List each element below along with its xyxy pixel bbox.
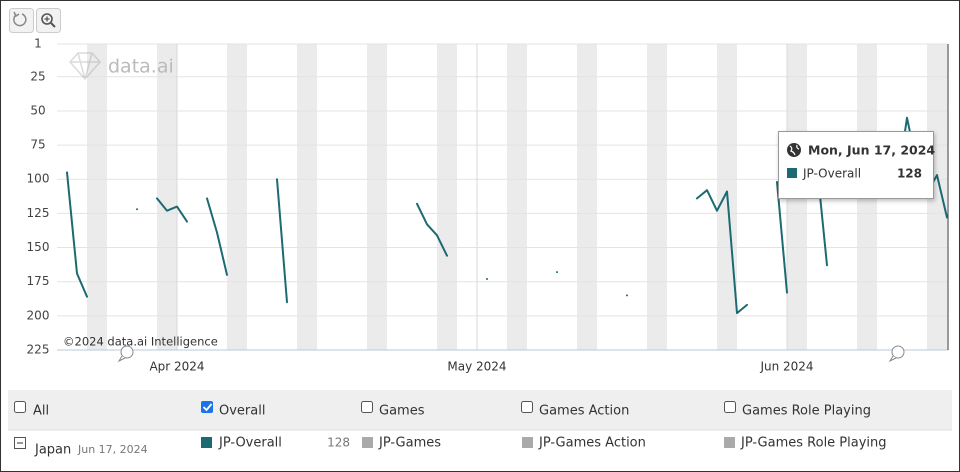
legend-series: JP-Games Action [538,436,646,451]
weekend-band [437,44,457,350]
tooltip-swatch [787,168,797,178]
weekend-band [577,44,597,350]
y-tick-label: 75 [30,138,45,152]
collapse-button[interactable] [14,437,26,449]
y-tick-label: 50 [30,103,45,117]
legend-swatch [201,437,212,448]
filter-checkbox[interactable]: Games Action [521,401,630,419]
watermark [68,52,102,81]
filter-label[interactable]: Games Action [539,404,629,419]
credit: ©2024 data.ai Intelligence [63,335,218,349]
filter-checkbox[interactable]: Games Role Playing [724,401,871,419]
weekend-band [157,44,177,350]
weekend-band [367,44,387,350]
weekend-band [227,44,247,350]
checkbox-box[interactable] [724,401,736,413]
series-line [66,116,948,315]
x-tick-label: May 2024 [447,360,506,374]
weekend-band [647,44,667,350]
zoom-button[interactable] [36,8,61,33]
legend-other: JP-Games JP-Games Action JP-Games Role Pla… [362,436,887,451]
checkbox-box[interactable] [361,401,373,413]
legend-value: 128 [327,436,350,450]
filter-checkbox[interactable]: Overall [201,401,265,419]
tooltip-series: JP-Overall [802,167,861,181]
y-tick-label: 175 [27,274,50,288]
filter-label[interactable]: Overall [219,404,265,419]
legend-series: JP-Overall [218,436,282,451]
y-tick-label: 200 [27,308,50,322]
tooltip: Mon, Jun 17, 2024 JP-Overall 128 [778,131,935,199]
filter-checkbox[interactable]: All [14,401,50,419]
weekend-band [927,44,947,350]
filter-label[interactable]: Games Role Playing [742,404,871,419]
y-tick-label: 100 [27,172,50,186]
filter-label[interactable]: Games [379,404,425,419]
y-tick-label: 225 [27,343,50,357]
y-tick-label: 25 [30,69,45,83]
legend-series: JP-Games Role Playing [740,436,887,451]
tooltip-value: 128 [897,167,922,181]
tooltip-date: Mon, Jun 17, 2024 [808,143,935,158]
watermark-text: data.ai [108,56,174,78]
weekend-band [297,44,317,350]
legend-swatch [362,437,373,448]
annotation-marker[interactable] [117,345,134,363]
x-tick-label: Apr 2024 [149,360,204,374]
reset-button[interactable] [9,8,34,33]
filters: All Overall Games Games Action Games Role Pl… [14,401,871,419]
weekend-band [87,44,107,350]
y-tick-label: 125 [27,206,50,220]
legend-swatch [522,437,533,448]
y-tick-label: 1 [34,37,42,51]
legend-date: Jun 17, 2024 [77,443,148,456]
checkbox-box[interactable] [521,401,533,413]
annotation-marker[interactable] [888,345,905,363]
filter-checkbox[interactable]: Games [361,401,425,419]
country: Japan [34,443,71,458]
filter-label[interactable]: All [33,404,49,419]
checkbox-tick[interactable] [202,403,213,412]
weekend-band [507,44,527,350]
x-tick-label: Jun 2024 [759,360,813,374]
filter-row [8,390,952,430]
checkbox-box[interactable] [201,401,213,413]
legend-swatch [724,437,735,448]
legend-series: JP-Games [378,436,441,451]
checkbox-box[interactable] [14,401,26,413]
y-tick-label: 150 [27,240,50,254]
